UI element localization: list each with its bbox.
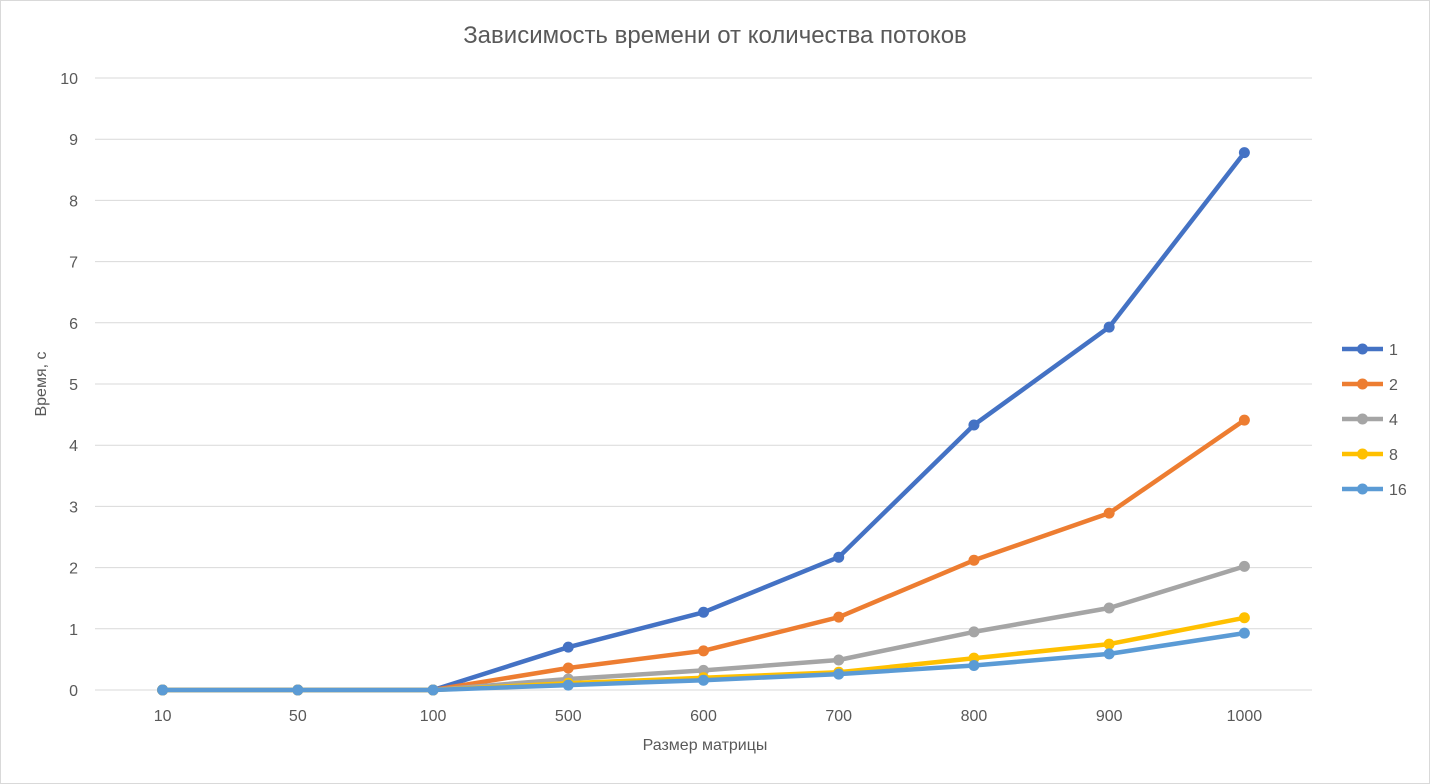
data-point: [1103, 507, 1115, 519]
data-point: [833, 654, 845, 666]
data-point: [968, 660, 980, 672]
x-axis-title: Размер матрицы: [642, 737, 768, 754]
data-point: [1103, 638, 1115, 650]
data-point: [292, 684, 304, 696]
x-tick-label: 900: [1096, 708, 1123, 725]
legend-entry-16: 16: [1342, 482, 1407, 499]
data-point: [562, 662, 574, 674]
data-point: [157, 684, 169, 696]
y-tick-label: 8: [69, 193, 78, 210]
data-point: [698, 606, 709, 618]
data-point: [1238, 560, 1250, 572]
series-lines: [157, 147, 1250, 696]
x-tick-label: 1000: [1227, 708, 1263, 725]
y-tick-label: 1: [69, 622, 78, 639]
legend-label: 16: [1389, 482, 1407, 499]
legend-swatch-marker: [1357, 413, 1368, 425]
data-point: [427, 684, 439, 696]
gridlines: [95, 77, 1312, 691]
legend-entry-8: 8: [1342, 447, 1398, 464]
legend-swatch-marker: [1357, 378, 1368, 390]
series-2: [157, 414, 1250, 696]
x-tick-label: 10: [154, 708, 172, 725]
legend-label: 1: [1389, 342, 1398, 359]
data-point: [1103, 602, 1115, 614]
legend-swatch-marker: [1357, 483, 1368, 495]
y-tick-label: 4: [69, 438, 78, 455]
y-tick-label: 9: [69, 132, 78, 149]
data-point: [1238, 414, 1250, 426]
data-point: [833, 668, 845, 680]
chart-title: Зависимость времени от количества потоко…: [463, 22, 967, 49]
data-point: [562, 679, 574, 691]
data-point: [833, 611, 845, 623]
legend-label: 8: [1389, 447, 1398, 464]
legend-entry-2: 2: [1342, 377, 1398, 394]
y-tick-label: 7: [69, 255, 78, 272]
data-point: [968, 626, 980, 638]
x-tick-label: 600: [690, 708, 717, 725]
legend-entry-1: 1: [1342, 342, 1398, 359]
data-point: [968, 554, 980, 566]
data-point: [1103, 648, 1115, 660]
x-tick-label: 500: [555, 708, 582, 725]
legend-entry-4: 4: [1342, 412, 1398, 429]
y-tick-label: 0: [69, 683, 78, 700]
data-point: [833, 551, 845, 563]
data-point: [1103, 321, 1115, 333]
data-point: [968, 419, 980, 431]
x-tick-label: 50: [289, 708, 307, 725]
legend-label: 4: [1389, 412, 1398, 429]
legend: 1 2 4 8 16: [1342, 342, 1407, 499]
y-axis-title: Время, с: [33, 351, 50, 417]
data-point: [1238, 627, 1250, 639]
data-point: [1238, 147, 1250, 159]
y-axis-ticks: 0 1 2 3 4 5 6 7 8 9 10: [60, 71, 78, 700]
y-tick-label: 10: [60, 71, 78, 88]
x-tick-label: 100: [420, 708, 447, 725]
y-tick-label: 5: [69, 377, 78, 394]
y-tick-label: 3: [69, 499, 78, 516]
y-tick-label: 6: [69, 316, 78, 333]
legend-label: 2: [1389, 377, 1398, 394]
data-point: [1238, 612, 1250, 624]
data-point: [698, 645, 709, 657]
y-tick-label: 2: [69, 561, 78, 578]
data-point: [698, 674, 709, 686]
legend-swatch-marker: [1357, 448, 1368, 460]
x-tick-label: 700: [825, 708, 852, 725]
legend-swatch-marker: [1357, 343, 1368, 355]
x-axis-ticks: 10 50 100 500 600 700 800 900 1000: [154, 708, 1263, 725]
series-16: [157, 627, 1250, 696]
x-tick-label: 800: [961, 708, 988, 725]
data-point: [562, 641, 574, 653]
